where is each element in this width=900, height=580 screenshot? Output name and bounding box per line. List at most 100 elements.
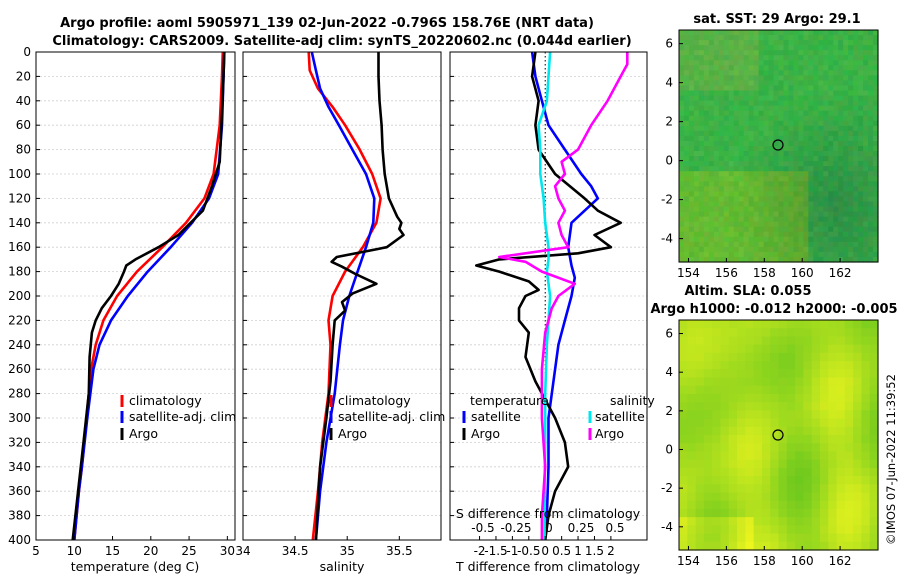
heatmap-cell <box>838 60 844 66</box>
heatmap-cell <box>695 508 705 518</box>
heatmap-cell <box>803 90 809 97</box>
heatmap-cell <box>848 246 854 253</box>
heatmap-cell <box>868 120 874 127</box>
heatmap-cell <box>858 201 864 208</box>
heatmap-cell <box>788 221 795 228</box>
heatmap-cell <box>848 85 854 92</box>
heatmap-cell <box>808 30 814 36</box>
heatmap-cell <box>703 435 713 444</box>
heatmap-cell <box>761 467 771 477</box>
heatmap-cell <box>803 377 813 387</box>
heatmap-cell <box>818 181 824 187</box>
heatmap-cell <box>778 70 785 76</box>
heatmap-cell <box>688 60 695 66</box>
heatmap-cell <box>703 135 710 142</box>
heatmap-cell <box>773 105 780 112</box>
heatmap-cell <box>838 246 844 253</box>
heatmap-cell <box>753 352 763 362</box>
heatmap-cell <box>693 120 700 127</box>
heatmap-cell <box>761 418 771 428</box>
heatmap-cell <box>745 508 755 518</box>
heatmap-cell <box>808 60 814 66</box>
heatmap-cell <box>763 206 770 213</box>
heatmap-cell <box>836 443 846 453</box>
heatmap-cell <box>738 171 745 177</box>
heatmap-cell <box>783 65 790 71</box>
heatmap-cell <box>803 459 813 469</box>
heatmap-cell <box>843 156 849 162</box>
heatmap-cell <box>843 80 849 87</box>
heatmap-cell <box>728 85 735 92</box>
heatmap-cell <box>868 211 874 218</box>
heatmap-cell <box>853 105 859 112</box>
heatmap-cell <box>813 75 819 82</box>
heatmap-cell <box>788 135 795 142</box>
heatmap-cell <box>763 55 770 61</box>
heatmap-cell <box>753 443 763 453</box>
heatmap-cell <box>733 95 740 102</box>
heatmap-cell <box>679 377 688 387</box>
heatmap-cell <box>753 151 760 157</box>
heatmap-cell <box>818 105 824 112</box>
heatmap-cell <box>853 231 859 238</box>
heatmap-cell <box>683 241 690 248</box>
heatmap-cell <box>679 105 685 112</box>
heatmap-cell <box>838 35 844 41</box>
heatmap-cell <box>758 231 765 238</box>
heatmap-cell <box>708 50 715 56</box>
x-tick-label: 0 <box>541 544 549 558</box>
heatmap-cell <box>768 105 775 112</box>
heatmap-cell <box>848 130 854 137</box>
heatmap-cell <box>713 256 720 263</box>
heatmap-cell <box>737 418 746 428</box>
heatmap-cell <box>843 221 849 228</box>
figure-title-line1: Argo profile: aoml 5905971_139 02-Jun-20… <box>60 16 594 31</box>
heatmap-cell <box>819 517 829 526</box>
heatmap-cell <box>813 120 819 127</box>
heatmap-cell <box>838 55 844 61</box>
y-tick-label: 80 <box>16 143 31 157</box>
heatmap-cell <box>793 231 799 238</box>
heatmap-cell <box>813 196 819 203</box>
heatmap-cell <box>753 166 760 172</box>
heatmap-cell <box>778 135 785 142</box>
series-line-s-argo <box>497 52 629 540</box>
heatmap-cell <box>778 201 785 208</box>
heatmap-cell <box>693 201 700 208</box>
heatmap-cell <box>823 251 829 258</box>
heatmap-cell <box>695 533 705 543</box>
heatmap-cell <box>703 156 710 162</box>
heatmap-cell <box>703 45 710 51</box>
heatmap-cell <box>863 146 869 152</box>
heatmap-cell <box>748 246 755 253</box>
heatmap-cell <box>818 70 824 76</box>
heatmap-cell <box>873 95 879 102</box>
heatmap-cell <box>869 393 879 403</box>
heatmap-cell <box>720 541 730 551</box>
heatmap-cell <box>828 216 834 223</box>
heatmap-cell <box>693 135 700 142</box>
heatmap-cell <box>863 156 869 162</box>
heatmap-cell <box>803 171 809 177</box>
heatmap-cell <box>788 176 795 182</box>
heatmap-cell <box>833 221 839 228</box>
heatmap-cell <box>698 236 705 243</box>
heatmap-cell <box>848 146 854 152</box>
heatmap-cell <box>763 161 770 167</box>
heatmap-cell <box>836 393 846 403</box>
x-tick-label: 20 <box>143 544 158 558</box>
heatmap-cell <box>795 336 804 346</box>
heatmap-cell <box>808 151 814 157</box>
heatmap-cell <box>868 216 874 223</box>
heatmap-cell <box>761 435 771 444</box>
heatmap-cell <box>833 120 839 127</box>
heatmap-cell <box>758 226 765 233</box>
heatmap-cell <box>853 55 859 61</box>
y-tick-label: 240 <box>8 338 31 352</box>
heatmap-cell <box>683 125 690 132</box>
heatmap-cell <box>773 221 780 228</box>
heatmap-cell <box>848 40 854 46</box>
heatmap-cell <box>679 146 685 152</box>
heatmap-cell <box>688 45 695 51</box>
heatmap-cell <box>818 60 824 66</box>
